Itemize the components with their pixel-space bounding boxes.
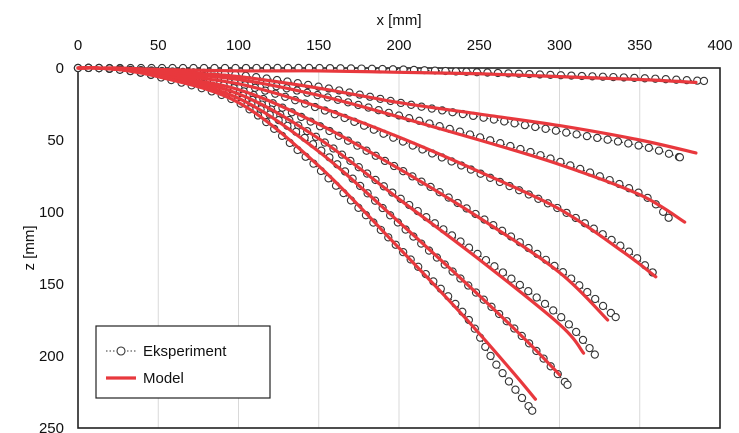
experiment-point [598,301,608,311]
experiment-point [664,213,673,222]
x-tick-label: 400 [707,37,732,54]
experiment-point [593,133,602,143]
experiment-point [591,294,600,304]
legend: Eksperiment Model [95,325,271,399]
experiment-point [613,137,623,146]
experiment-point [520,121,530,130]
experiment-point [585,343,594,353]
experiment-point [540,299,550,309]
y-tick-label: 100 [39,204,64,221]
x-tick-label: 150 [306,37,331,54]
experiment-point [507,274,516,283]
experiment-point [624,139,633,148]
experiment-point [564,320,574,329]
experiment-point [644,143,653,153]
experiment-point [515,280,524,290]
model-series-3 [76,66,687,224]
model-series-8 [76,66,538,401]
experiment-point [504,377,514,386]
experiment-point [675,153,685,162]
experiment-point [654,146,664,155]
y-tick-label: 200 [39,348,64,365]
x-tick-label: 50 [150,37,167,54]
experiment-point [664,149,674,158]
experiment-point [603,135,612,144]
experiment-point [582,131,592,141]
x-axis-title: x [mm] [377,12,422,29]
x-tick-label: 300 [547,37,572,54]
experiment-point [498,368,507,378]
y-tick-label: 0 [56,60,64,77]
experiment-point [583,287,592,297]
y-tick-label: 50 [47,132,64,149]
experiment-point [551,126,561,135]
experiment-point [572,130,581,139]
experiment-point [532,293,541,302]
experiment-point [611,312,620,322]
x-tick-label: 100 [226,37,251,54]
y-tick-label: 250 [39,420,64,433]
legend-model-label: Model [143,370,184,387]
y-axis: 0 50 100 150 200 250 [39,60,64,433]
experiment-point [517,393,527,403]
experiment-point [531,122,540,132]
x-tick-label: 250 [467,37,492,54]
experiment-point [492,360,501,369]
experiment-point [486,351,495,361]
y-axis-title: z [mm] [21,226,38,271]
x-tick-label: 200 [386,37,411,54]
experiment-point [549,306,558,315]
experiment-point [557,313,566,322]
experiment-point [511,385,520,394]
experiment-point [524,286,533,296]
plot-frame [77,67,721,429]
experiment-point [541,124,550,134]
legend-experiment-label: Eksperiment [143,343,227,360]
experiment-point [528,406,537,415]
x-tick-label: 350 [627,37,652,54]
experiment-point [563,380,572,389]
series-layer [73,63,709,415]
legend-experiment-marker [116,346,126,356]
experiment-point [562,128,571,137]
experiment-point [590,350,599,359]
experiment-point [699,76,709,86]
x-axis: 0 50 100 150 200 250 300 350 400 [74,37,733,54]
legend-box [95,325,271,399]
x-tick-label: 0 [74,37,82,54]
experiment-point [572,327,581,337]
experiment-series-6 [73,63,599,359]
experiment-point [634,141,643,150]
y-tick-label: 150 [39,276,64,293]
experiment-point [578,335,588,345]
experiment-line [77,67,670,219]
